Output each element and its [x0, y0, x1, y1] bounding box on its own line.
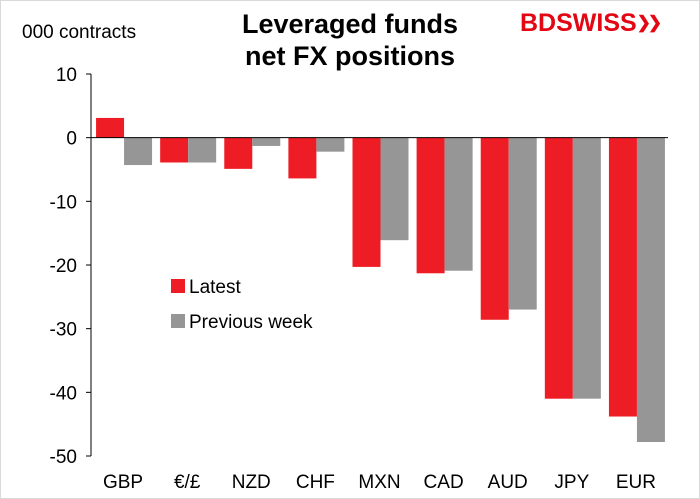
x-tick-label: CHF	[296, 472, 335, 493]
x-tick-label: CAD	[424, 472, 464, 493]
bar-previous-week-8	[636, 137, 665, 442]
chart-title-line1: Leveraged funds	[241, 9, 459, 39]
bar-previous-week-5	[444, 137, 473, 271]
brand-name-part2: SWISS	[556, 9, 637, 37]
bar-previous-week-0	[124, 137, 153, 166]
bar-previous-week-3	[316, 137, 345, 152]
legend-label-latest: Latest	[189, 277, 241, 298]
y-tick-label: 0	[66, 129, 77, 150]
legend-swatch-latest	[171, 279, 185, 293]
bar-latest-7	[544, 137, 573, 399]
bar-previous-week-7	[572, 137, 601, 399]
chart-title-line2: net FX positions	[244, 41, 455, 71]
x-tick-label: AUD	[488, 472, 528, 493]
x-tick-label: €/£	[174, 472, 201, 493]
brand-name-part1: BD	[520, 9, 557, 37]
bar-latest-3	[288, 137, 317, 179]
bar-latest-1	[160, 137, 189, 163]
y-tick-label: -20	[50, 256, 77, 277]
bar-latest-2	[224, 137, 253, 169]
y-tick-label: -40	[50, 383, 77, 404]
y-tick-label: -50	[50, 447, 77, 468]
bar-previous-week-1	[188, 137, 217, 163]
bar-latest-5	[416, 137, 445, 274]
x-tick-label: GBP	[103, 472, 143, 493]
chart-title: Leveraged funds net FX positions	[180, 8, 520, 72]
bar-latest-6	[480, 137, 509, 320]
bar-previous-week-2	[252, 137, 281, 146]
brand-arrows-icon: ❯❯	[636, 13, 662, 32]
bar-previous-week-6	[508, 137, 537, 310]
brand-logo: BDSWISS❯❯	[520, 8, 662, 38]
x-tick-label: NZD	[232, 472, 271, 493]
legend-label-previous-week: Previous week	[189, 312, 313, 333]
bar-latest-4	[352, 137, 381, 267]
bar-latest-8	[608, 137, 637, 417]
units-label: 000 contracts	[22, 22, 137, 43]
x-tick-label: MXN	[358, 472, 400, 493]
x-tick-label: JPY	[554, 472, 589, 493]
bar-latest-0	[96, 117, 125, 138]
y-tick-label: 10	[56, 65, 77, 86]
bar-previous-week-4	[380, 137, 409, 241]
y-tick-label: -10	[50, 192, 77, 213]
y-tick-label: -30	[50, 320, 77, 341]
legend-swatch-previous-week	[171, 314, 185, 328]
x-tick-label: EUR	[616, 472, 656, 493]
